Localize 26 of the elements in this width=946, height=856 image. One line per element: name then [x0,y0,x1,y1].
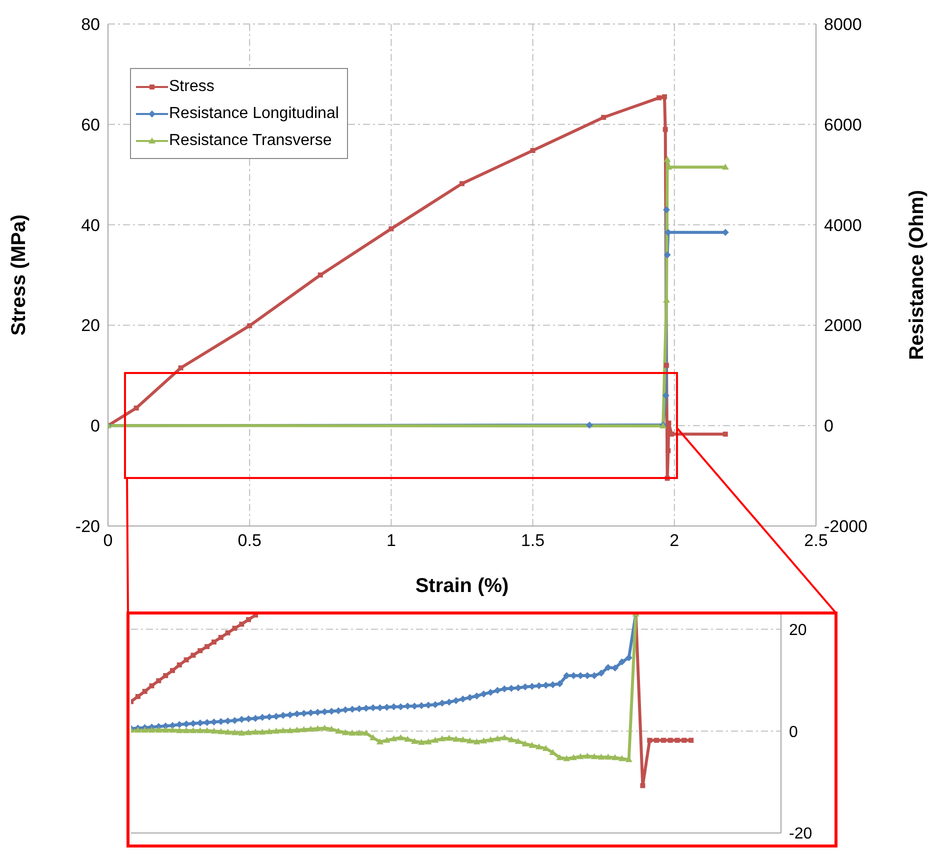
y2-tick-label: 2000 [824,316,862,336]
x-tick-label: 1.5 [520,531,545,550]
legend-label: Resistance Longitudinal [169,104,339,122]
x-tick-label: 0 [103,531,113,550]
legend-label: Resistance Transverse [169,132,332,150]
y-tick-label: 40 [81,216,100,235]
y-tick-label: 0 [789,724,798,741]
y-axis-title: Stress (MPa) [8,214,30,336]
x-tick-label: 0.5 [238,531,262,550]
y2-tick-label: 6000 [824,115,862,134]
y-tick-label: 80 [81,15,100,34]
x-tick-label: 1 [386,531,396,550]
x-tick-label: 2 [670,531,680,550]
y-tick-label: 0 [90,416,100,436]
legend-label: Stress [169,78,214,96]
x-tick-label: 2.5 [804,531,828,550]
y2-axis-title: Resistance (Ohm) [906,190,928,360]
x-axis-title: Strain (%) [415,575,509,597]
y2-tick-label: 8000 [824,15,862,34]
y2-tick-label: 0 [824,416,834,436]
y-tick-label: 60 [81,115,100,134]
y-tick-label: 20 [789,622,807,639]
y-tick-label: -20 [789,826,812,843]
y-tick-label: -20 [75,517,100,536]
y2-tick-label: 4000 [824,216,862,235]
y-tick-label: 20 [81,316,100,336]
